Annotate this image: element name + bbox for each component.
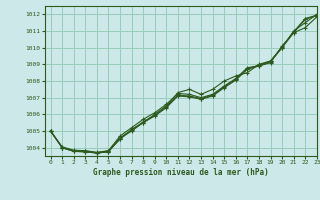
- X-axis label: Graphe pression niveau de la mer (hPa): Graphe pression niveau de la mer (hPa): [93, 168, 269, 177]
